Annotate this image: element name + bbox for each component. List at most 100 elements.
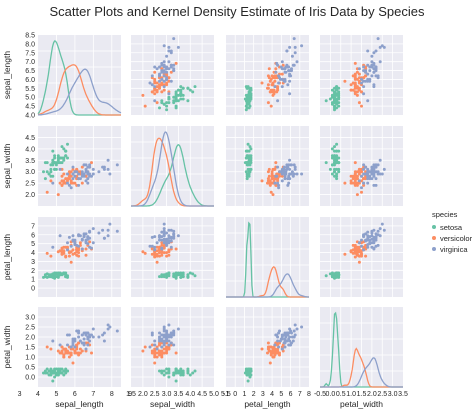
point-versicolor	[270, 172, 274, 176]
point-versicolor	[49, 347, 53, 351]
point-virginica	[101, 333, 105, 337]
point-versicolor	[270, 177, 274, 181]
point-versicolor	[162, 347, 166, 351]
point-versicolor	[275, 90, 279, 94]
point-versicolor	[280, 72, 284, 76]
point-versicolor	[281, 63, 285, 67]
x-tick-label: 0.5	[336, 391, 346, 398]
point-setosa	[56, 371, 60, 375]
point-setosa	[54, 373, 58, 377]
legend-title: species	[432, 210, 458, 219]
point-setosa	[333, 154, 336, 158]
point-versicolor	[271, 355, 275, 359]
point-virginica	[160, 333, 164, 337]
point-virginica	[82, 232, 86, 236]
point-virginica	[158, 234, 161, 238]
point-setosa	[248, 163, 252, 167]
x-tick-label: 3.5	[398, 391, 408, 398]
point-setosa	[56, 154, 60, 158]
x-tick-label: 4	[36, 391, 40, 398]
point-setosa	[42, 275, 45, 279]
y-tick-label: 5.0	[25, 95, 35, 102]
point-virginica	[380, 172, 384, 176]
point-versicolor	[353, 83, 357, 87]
point-versicolor	[67, 254, 71, 258]
point-versicolor	[58, 181, 62, 185]
panel-background	[131, 126, 214, 206]
point-setosa	[42, 170, 45, 174]
point-virginica	[153, 65, 157, 69]
point-virginica	[162, 63, 166, 67]
point-setosa	[193, 369, 197, 373]
panel-petal_width-vs-petal_length: -1 0 1 2 3 4 5 6 7 8 petal_length	[223, 307, 311, 409]
point-setosa	[49, 371, 53, 375]
x-tick-label: 9	[128, 391, 132, 398]
point-setosa	[167, 101, 171, 105]
point-virginica	[282, 170, 286, 174]
point-setosa	[335, 102, 339, 106]
point-virginica	[364, 172, 368, 176]
point-virginica	[366, 230, 370, 234]
point-virginica	[376, 37, 380, 41]
point-virginica	[376, 74, 380, 78]
point-virginica	[80, 247, 84, 251]
point-virginica	[374, 235, 378, 239]
point-virginica	[91, 167, 95, 171]
point-virginica	[80, 341, 84, 345]
point-virginica	[158, 339, 161, 343]
point-virginica	[160, 61, 164, 65]
point-versicolor	[260, 347, 264, 351]
point-virginica	[165, 335, 169, 339]
point-virginica	[285, 339, 289, 343]
point-virginica	[106, 234, 110, 238]
point-virginica	[86, 165, 90, 169]
point-virginica	[167, 323, 171, 327]
point-virginica	[372, 174, 376, 178]
point-virginica	[167, 45, 171, 49]
point-versicolor	[60, 183, 64, 187]
point-setosa	[45, 161, 49, 165]
point-virginica	[165, 54, 169, 58]
point-virginica	[169, 331, 173, 335]
point-virginica	[300, 172, 304, 176]
point-virginica	[292, 37, 296, 41]
point-versicolor	[67, 251, 71, 255]
point-versicolor	[266, 170, 270, 174]
point-setosa	[172, 95, 176, 99]
point-virginica	[376, 233, 380, 237]
kde-curve-virginica	[38, 68, 122, 116]
point-virginica	[153, 245, 157, 249]
point-versicolor	[353, 61, 357, 65]
point-virginica	[160, 230, 164, 234]
point-versicolor	[269, 351, 273, 355]
point-virginica	[158, 335, 161, 339]
point-virginica	[380, 222, 384, 226]
point-versicolor	[150, 90, 154, 94]
point-versicolor	[355, 183, 359, 187]
point-virginica	[273, 343, 277, 347]
point-versicolor	[67, 174, 71, 178]
point-virginica	[282, 167, 286, 171]
point-virginica	[287, 343, 291, 347]
point-virginica	[357, 179, 361, 183]
point-virginica	[378, 158, 382, 162]
point-virginica	[172, 343, 176, 347]
point-setosa	[248, 161, 252, 165]
point-virginica	[153, 99, 157, 103]
point-virginica	[382, 167, 386, 171]
point-setosa	[162, 373, 166, 377]
panel-sepal_length-vs-petal_length	[226, 35, 309, 115]
point-virginica	[102, 331, 106, 335]
x-tick-label: 5.5	[221, 391, 231, 398]
legend-entry-versicolor: versicolor	[432, 234, 473, 243]
point-setosa	[333, 101, 336, 105]
point-versicolor	[77, 351, 81, 355]
point-versicolor	[160, 243, 164, 247]
point-setosa	[62, 147, 66, 151]
point-setosa	[337, 86, 341, 90]
point-virginica	[162, 241, 166, 245]
point-virginica	[376, 170, 380, 174]
point-setosa	[333, 86, 336, 90]
point-virginica	[277, 345, 281, 349]
y-tick-label: 0.0	[25, 375, 35, 382]
